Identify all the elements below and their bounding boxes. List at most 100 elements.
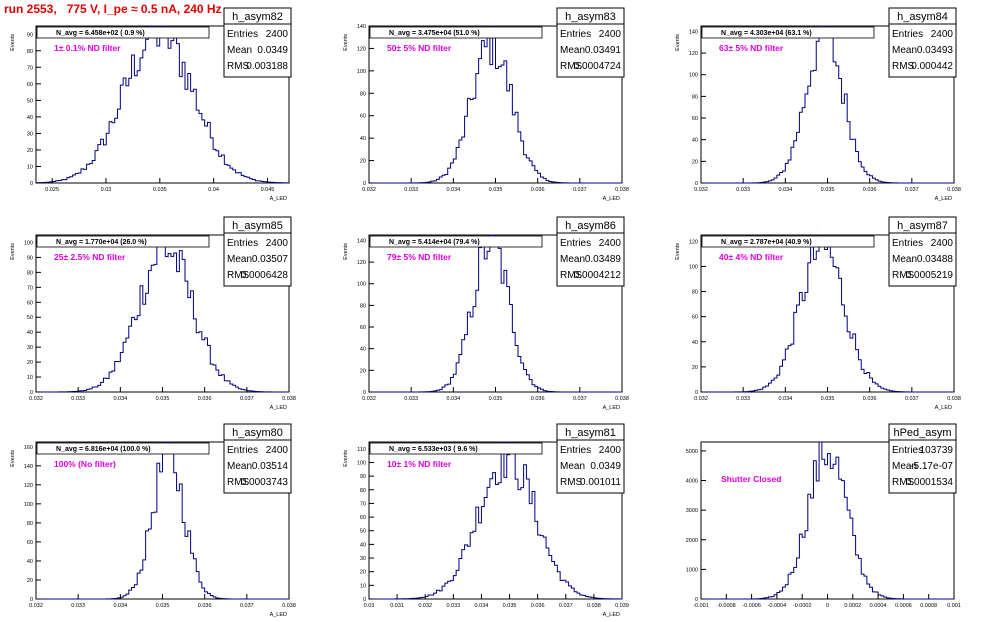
y-tick-label: 0 xyxy=(695,390,698,396)
x-tick-label: 0.031 xyxy=(390,603,404,609)
histogram-name: h_asym85 xyxy=(232,220,283,232)
x-tick-label: 0.036 xyxy=(863,396,877,402)
x-tick-label: 0.001 xyxy=(947,603,961,609)
stats-label: Mean xyxy=(560,254,585,265)
plot-frame xyxy=(368,441,623,600)
stats-value: 0.000442 xyxy=(911,61,953,72)
histogram-panel-h_asym85: 0.032 0.033 0.034 0.035 0.036 0.037 0.038 0 10 20… xyxy=(10,216,296,411)
x-axis-label: A_LED xyxy=(603,196,620,202)
x-tick-label: 0.0006 xyxy=(895,603,912,609)
stats-value: 0.0004724 xyxy=(574,61,622,72)
stats-value: 0.03489 xyxy=(585,254,622,265)
histogram-line xyxy=(369,25,622,184)
x-tick-label: 0.0002 xyxy=(844,603,861,609)
histogram-panel-h_asym84: 0.032 0.033 0.034 0.035 0.036 0.037 0.038 0 20 40… xyxy=(675,7,961,202)
x-axis-label: A_LED xyxy=(270,612,287,618)
x-tick-label: 0.037 xyxy=(905,396,919,402)
y-tick-label: 110 xyxy=(357,447,366,453)
x-tick-label: 0.035 xyxy=(821,187,835,193)
x-tick-label: 0.032 xyxy=(694,396,708,402)
y-tick-label: 40 xyxy=(27,559,33,565)
filter-label: 50± 5% ND filter xyxy=(387,43,452,53)
x-tick-label: 0.038 xyxy=(587,603,601,609)
stats-value: 103739 xyxy=(920,445,954,456)
x-tick-label: 0.032 xyxy=(29,396,43,402)
x-tick-label: 0.036 xyxy=(198,396,212,402)
y-tick-label: 60 xyxy=(360,114,366,120)
x-axis-label: A_LED xyxy=(935,405,952,411)
y-tick-label: 1000 xyxy=(686,567,698,573)
y-axis-label: Events xyxy=(10,450,16,467)
x-tick-label: 0.045 xyxy=(261,187,275,193)
histogram-name: h_asym84 xyxy=(897,11,948,23)
y-tick-label: 90 xyxy=(27,255,33,261)
histogram-name: h_asym83 xyxy=(565,11,616,23)
y-tick-label: 160 xyxy=(24,445,33,451)
stats-value: 0.0001534 xyxy=(906,477,954,488)
y-tick-label: 100 xyxy=(24,240,33,246)
y-tick-label: 60 xyxy=(360,515,366,521)
stats-box xyxy=(888,216,957,287)
stats-value: 0.0006428 xyxy=(241,270,289,281)
y-tick-label: 80 xyxy=(692,290,698,296)
stats-label: RMS xyxy=(560,477,583,488)
y-tick-label: 60 xyxy=(27,82,33,88)
y-axis-label: Events xyxy=(675,34,681,51)
stats-value: 0.001011 xyxy=(580,477,621,488)
y-tick-label: 40 xyxy=(27,330,33,336)
navg-box xyxy=(369,26,543,39)
x-tick-label: 0.033 xyxy=(71,603,85,609)
stats-label: Entries xyxy=(560,445,591,456)
histogram-name: h_asym81 xyxy=(565,427,616,439)
histogram-panel-hPed_asym: -0.001 -0.0008 -0.0006 -0.0004 -0.0002 0 0.000… xyxy=(686,423,961,609)
stats-label: Entries xyxy=(892,238,923,249)
stats-value: 0.03488 xyxy=(917,254,954,265)
y-tick-label: 80 xyxy=(360,303,366,309)
navg-text: N_avg = 3.475e+04 (51.0 %) xyxy=(389,30,480,37)
x-tick-label: 0.037 xyxy=(905,187,919,193)
stats-label: Entries xyxy=(560,238,591,249)
stats-value: 0.03493 xyxy=(917,45,954,56)
y-tick-label: 2000 xyxy=(686,538,698,544)
stats-value: 2400 xyxy=(931,29,954,40)
stats-value: 2400 xyxy=(599,238,622,249)
filter-label: 100% (No filter) xyxy=(54,459,116,469)
x-tick-label: 0.034 xyxy=(778,187,792,193)
y-tick-label: 50 xyxy=(27,315,33,321)
x-tick-label: 0.038 xyxy=(947,396,961,402)
navg-box xyxy=(36,235,210,248)
stats-label: Mean xyxy=(227,461,252,472)
histogram-name: hPed_asym xyxy=(893,427,951,439)
stats-value: 2400 xyxy=(266,238,289,249)
x-tick-label: 0.03 xyxy=(364,603,375,609)
y-tick-label: 0 xyxy=(30,390,33,396)
y-tick-label: 80 xyxy=(27,270,33,276)
y-axis-label: Events xyxy=(343,34,349,51)
x-axis-label: A_LED xyxy=(270,405,287,411)
y-tick-label: 20 xyxy=(692,365,698,371)
y-tick-label: 60 xyxy=(27,540,33,546)
x-tick-label: -0.0002 xyxy=(793,603,812,609)
y-tick-label: 120 xyxy=(689,239,698,245)
stats-box xyxy=(223,216,292,287)
filter-label: 40± 4% ND filter xyxy=(719,252,784,262)
y-tick-label: 3000 xyxy=(686,508,698,514)
stats-label: Entries xyxy=(227,445,258,456)
filter-label: Shutter Closed xyxy=(721,474,781,484)
y-tick-label: 60 xyxy=(27,300,33,306)
stats-label: Mean xyxy=(892,254,917,265)
stats-label: RMS xyxy=(892,270,915,281)
stats-value: 0.0003743 xyxy=(241,477,289,488)
stats-label: Entries xyxy=(227,29,258,40)
stats-box xyxy=(556,216,625,287)
x-tick-label: 0.036 xyxy=(198,603,212,609)
stats-label: RMS xyxy=(227,270,250,281)
y-tick-label: 120 xyxy=(689,51,698,57)
y-tick-label: 40 xyxy=(360,542,366,548)
y-tick-label: 140 xyxy=(689,29,698,35)
stats-value: 0.0349 xyxy=(590,461,621,472)
x-tick-label: 0.034 xyxy=(475,603,489,609)
x-tick-label: 0.037 xyxy=(573,187,587,193)
x-tick-label: 0.035 xyxy=(489,187,503,193)
y-tick-label: 20 xyxy=(27,148,33,154)
